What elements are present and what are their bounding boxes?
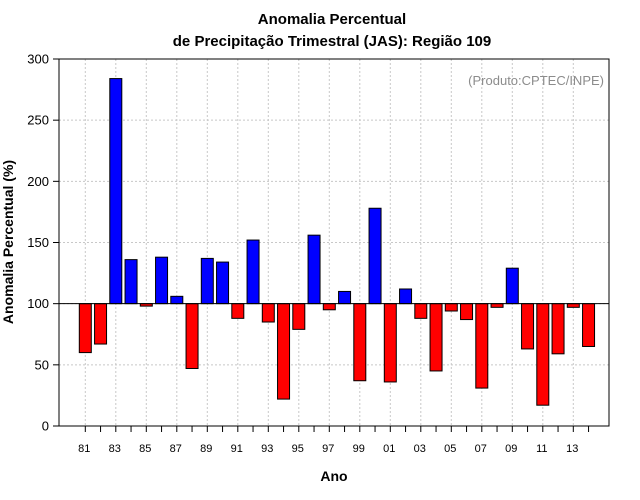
bar-2005 (444, 303, 458, 312)
bar-2007 (475, 303, 489, 389)
x-tick-label: 13 (566, 443, 578, 455)
bar-1995 (292, 303, 306, 330)
x-tick-label: 91 (231, 443, 243, 455)
x-tick-label: 93 (261, 443, 273, 455)
bar-2010 (521, 303, 535, 350)
x-tick-label: 89 (200, 443, 212, 455)
x-tick-label: 95 (292, 443, 304, 455)
bar-1999 (353, 303, 367, 382)
bar-1989 (200, 257, 214, 305)
bar-1983 (109, 78, 123, 305)
bar-2003 (414, 303, 428, 319)
y-tick-label: 250 (27, 113, 49, 128)
x-tick-label: 83 (109, 443, 121, 455)
x-tick-label: 99 (353, 443, 365, 455)
bar-1991 (231, 303, 245, 319)
y-tick-label: 200 (27, 174, 49, 189)
y-tick-label: 0 (42, 419, 49, 434)
bar-2013 (566, 303, 580, 308)
y-axis: 0 50 100 150 200 250 300 (27, 52, 59, 434)
bar-1988 (185, 303, 199, 370)
bar-1998 (338, 290, 352, 305)
bar-2006 (460, 303, 474, 321)
bar-1987 (170, 295, 184, 305)
chart-title-line1: Anomalia Percentual (258, 11, 406, 28)
x-tick-label: 81 (78, 443, 90, 455)
x-tick-label: 01 (383, 443, 395, 455)
y-tick-label: 300 (27, 52, 49, 67)
x-tick-label: 11 (536, 443, 547, 455)
bar-1997 (322, 303, 336, 311)
bar-1986 (155, 256, 169, 305)
x-tick-label: 05 (444, 443, 456, 455)
credit-label: (Produto:CPTEC/INPE) (468, 73, 604, 88)
bar-2008 (490, 303, 504, 308)
x-tick-label: 03 (414, 443, 426, 455)
x-tick-label: 85 (139, 443, 151, 455)
x-tick-label: 87 (170, 443, 182, 455)
bar-1994 (277, 303, 291, 400)
y-axis-label: Anomalia Percentual (%) (0, 160, 16, 324)
bar-1992 (246, 239, 260, 305)
grid-lines (59, 59, 609, 426)
x-axis-label: Ano (320, 468, 347, 484)
y-tick-label: 150 (27, 235, 49, 250)
x-tick-label: 07 (475, 443, 487, 455)
x-tick-label: 09 (505, 443, 517, 455)
x-tick-label: 97 (322, 443, 334, 455)
bar-2000 (368, 207, 382, 305)
bar-2011 (536, 303, 550, 406)
bar-1996 (307, 234, 321, 305)
bar-1984 (124, 259, 138, 305)
plot-frame (58, 58, 610, 427)
bar-1982 (94, 303, 108, 345)
bar-1981 (78, 303, 92, 354)
y-tick-label: 100 (27, 296, 49, 311)
bar-2009 (505, 267, 519, 305)
y-tick-label: 50 (35, 357, 49, 372)
chart-title-line2: de Precipitação Trimestral (JAS): Região… (173, 33, 491, 50)
bar-1993 (261, 303, 275, 323)
x-axis: 81 83 85 87 89 91 93 95 97 99 01 03 05 07 09 11 13 (78, 426, 590, 455)
bars (78, 78, 596, 406)
bar-2004 (429, 303, 443, 372)
bar-2012 (551, 303, 565, 355)
bar-2014 (582, 303, 596, 347)
bar-1990 (216, 261, 230, 305)
bar-2001 (383, 303, 397, 383)
bar-2002 (399, 288, 413, 305)
